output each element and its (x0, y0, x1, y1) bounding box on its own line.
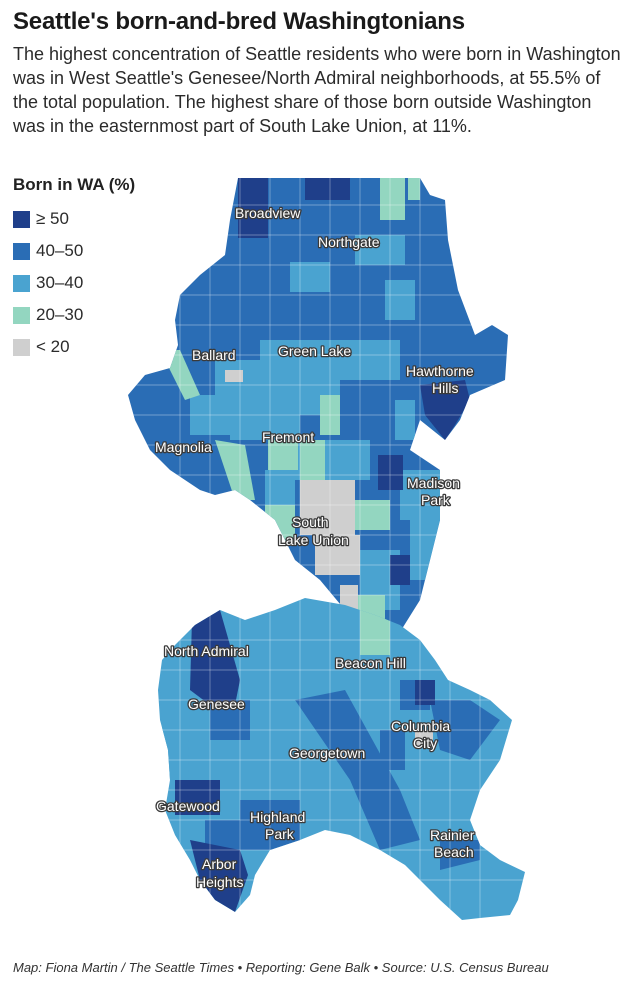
label-northgate: Northgate (318, 234, 380, 250)
map-title: Seattle's born-and-bred Washingtonians (13, 8, 465, 35)
legend: Born in WA (%) ≥ 50 40–50 30–40 20–30 < … (13, 175, 135, 363)
label-hawthorne-hills-1: Hawthorne (406, 363, 474, 379)
legend-label: ≥ 50 (36, 209, 69, 228)
label-gatewood: Gatewood (156, 798, 220, 814)
label-south-lake-union-1: South (292, 514, 329, 530)
label-beacon-hill: Beacon Hill (335, 655, 406, 671)
label-highland-park-1: Highland (250, 809, 305, 825)
legend-label: 40–50 (36, 241, 84, 260)
label-north-admiral: North Admiral (164, 643, 249, 659)
legend-item-20-30: 20–30 (13, 299, 135, 331)
label-south-lake-union-2: Lake Union (278, 532, 349, 548)
legend-label: 20–30 (36, 305, 84, 324)
legend-item-50-plus: ≥ 50 (13, 203, 135, 235)
label-ballard: Ballard (192, 347, 236, 363)
legend-label: < 20 (36, 337, 70, 356)
map-labels: Broadview Northgate Ballard Green Lake H… (154, 204, 476, 892)
label-broadview: Broadview (235, 205, 301, 221)
label-genesee: Genesee (188, 696, 245, 712)
label-arbor-heights-1: Arbor (202, 856, 237, 872)
label-columbia-city-2: City (413, 735, 437, 751)
label-rainier-beach-2: Beach (434, 844, 474, 860)
legend-label: 30–40 (36, 273, 84, 292)
seattle-choropleth-map: Broadview Northgate Ballard Green Lake H… (128, 178, 525, 920)
label-fremont: Fremont (262, 429, 314, 445)
label-madison-park-2: Park (421, 492, 451, 508)
legend-item-30-40: 30–40 (13, 267, 135, 299)
source-credit: Map: Fiona Martin / The Seattle Times • … (13, 960, 549, 975)
label-arbor-heights-2: Heights (196, 874, 243, 890)
label-magnolia: Magnolia (155, 439, 212, 455)
legend-swatch (13, 306, 30, 324)
legend-item-40-50: 40–50 (13, 235, 135, 267)
label-green-lake: Green Lake (278, 343, 351, 359)
legend-swatch (13, 274, 30, 292)
label-columbia-city-1: Columbia (391, 718, 450, 734)
legend-item-under-20: < 20 (13, 331, 135, 363)
label-highland-park-2: Park (265, 826, 295, 842)
legend-title: Born in WA (%) (13, 175, 136, 194)
legend-swatch (13, 210, 30, 228)
label-georgetown: Georgetown (289, 745, 365, 761)
legend-swatch (13, 242, 30, 260)
label-rainier-beach-1: Rainier (430, 827, 475, 843)
label-madison-park-1: Madison (407, 475, 460, 491)
map-subtitle: The highest concentration of Seattle res… (13, 44, 621, 136)
legend-swatch (13, 338, 30, 356)
label-hawthorne-hills-2: Hills (432, 380, 458, 396)
